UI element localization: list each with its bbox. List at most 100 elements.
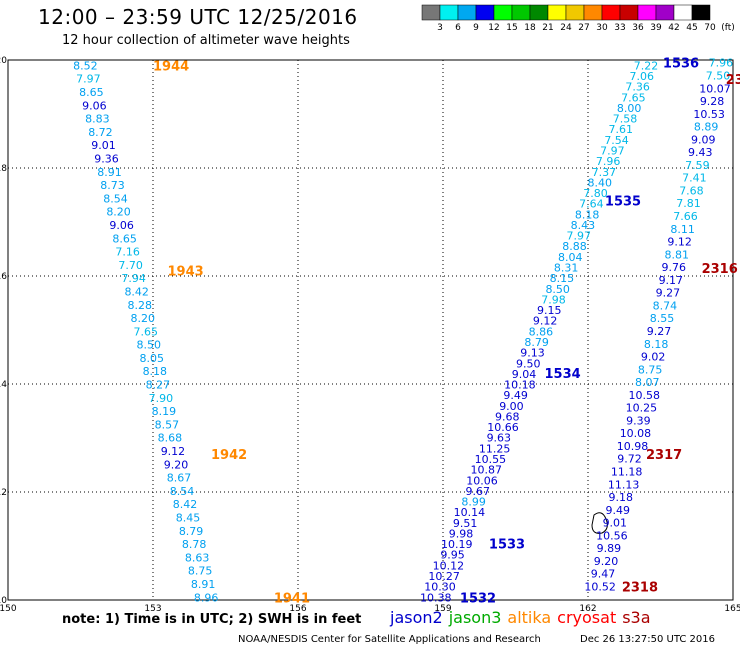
swh-value-label: 9.13	[520, 347, 545, 360]
swh-value-label: 8.57	[155, 418, 180, 431]
satellite-legend: jason2 jason3 altika cryosat s3a	[390, 608, 657, 627]
swh-value-label: 8.07	[635, 376, 660, 389]
colorbar-swatch	[637, 4, 657, 21]
swh-value-label: 10.27	[428, 570, 460, 583]
swh-value-label: 8.19	[152, 405, 177, 418]
swh-value-label: 10.53	[693, 108, 725, 121]
swh-value-label: 7.96	[709, 57, 734, 70]
swh-value-label: 11.13	[608, 478, 640, 491]
colorbar-label: 12	[488, 23, 499, 33]
y-tick-label: 10	[0, 596, 7, 606]
swh-value-label: 7.16	[115, 246, 140, 259]
pass-time-label: 1943	[168, 265, 204, 280]
swh-value-label: 7.22	[634, 59, 659, 72]
swh-value-label: 8.20	[130, 312, 155, 325]
colorbar-swatch	[691, 4, 711, 21]
colorbar-swatch	[601, 4, 621, 21]
swh-value-label: 8.96	[194, 591, 219, 604]
colorbar-swatch	[475, 4, 495, 21]
swh-value-label: 9.20	[594, 555, 619, 568]
pass-time-label: 2318	[622, 581, 658, 596]
colorbar-label: 24	[560, 23, 572, 33]
y-tick-label: 18	[0, 164, 7, 174]
chart-title: 12:00 – 23:59 UTC 12/25/2016	[38, 5, 358, 29]
swh-value-label: 9.89	[597, 542, 622, 555]
x-tick-label: 162	[579, 604, 596, 614]
colorbar-swatch	[619, 4, 639, 21]
swh-value-label: 8.68	[158, 432, 183, 445]
swh-value-label: 8.86	[529, 325, 554, 338]
swh-value-label: 7.96	[596, 155, 621, 168]
swh-value-label: 8.42	[173, 498, 198, 511]
swh-value-label: 9.01	[91, 139, 116, 152]
swh-value-label: 7.97	[600, 145, 625, 158]
swh-value-label: 9.63	[487, 432, 512, 445]
swh-value-label: 9.01	[603, 517, 628, 530]
swh-value-label: 7.81	[676, 197, 701, 210]
legend-altika: altika	[507, 608, 552, 627]
colorbar-swatch	[583, 4, 603, 21]
swh-value-label: 10.52	[584, 581, 616, 594]
y-tick-label: 12	[0, 488, 7, 498]
swh-value-label: 7.36	[625, 81, 650, 94]
swh-value-label: 8.50	[137, 339, 162, 352]
swh-value-label: 9.27	[656, 287, 681, 300]
swh-value-label: 8.78	[182, 538, 207, 551]
swh-value-label: 9.00	[499, 400, 524, 413]
pass-time-label: 1536	[663, 57, 699, 72]
swh-value-label: 8.27	[146, 379, 171, 392]
swh-value-label: 7.50	[706, 69, 731, 82]
colorbar-label: 39	[650, 23, 662, 33]
swh-value-label: 8.43	[571, 219, 596, 232]
colorbar-swatch	[457, 4, 477, 21]
swh-value-label: 10.38	[420, 591, 452, 604]
swh-value-label: 8.75	[188, 565, 213, 578]
pass-time-label: 1532	[460, 591, 496, 606]
colorbar-label: (ft)	[721, 23, 735, 33]
footer-timestamp: Dec 26 13:27:50 UTC 2016	[580, 634, 715, 645]
swh-value-label: 9.50	[516, 357, 541, 370]
swh-value-label: 10.56	[596, 529, 628, 542]
swh-value-label: 8.91	[191, 578, 216, 591]
swh-value-label: 8.11	[670, 223, 695, 236]
swh-value-label: 8.74	[653, 299, 678, 312]
colorbar-label: 21	[542, 23, 553, 33]
swh-value-label: 10.58	[629, 389, 661, 402]
colorbar-label: 33	[614, 23, 625, 33]
swh-value-label: 9.12	[533, 315, 558, 328]
swh-value-label: 10.66	[487, 421, 519, 434]
swh-value-label: 7.97	[76, 73, 101, 86]
swh-value-label: 10.55	[475, 453, 507, 466]
swh-value-label: 10.06	[466, 474, 498, 487]
swh-value-label: 10.14	[454, 506, 486, 519]
colorbar-swatch	[511, 4, 531, 21]
colorbar-label: 3	[437, 23, 443, 33]
swh-value-label: 8.18	[575, 208, 600, 221]
swh-value-label: 8.72	[88, 126, 113, 139]
swh-value-label: 7.64	[579, 198, 604, 211]
x-tick-label: 150	[0, 604, 17, 614]
colorbar-label: 45	[686, 23, 697, 33]
colorbar-swatch	[565, 4, 585, 21]
swh-value-label: 9.43	[688, 146, 713, 159]
colorbar-label: 18	[524, 23, 536, 33]
swh-value-label: 11.18	[611, 466, 643, 479]
swh-value-label: 9.51	[453, 517, 478, 530]
pass-time-label: 2316	[702, 262, 738, 277]
coastline-shape	[591, 512, 608, 534]
swh-value-label: 9.68	[495, 410, 520, 423]
legend-cryosat: cryosat	[557, 608, 617, 627]
pass-time-label: 2317	[646, 448, 682, 463]
colorbar-swatch	[673, 4, 693, 21]
swh-value-label: 10.87	[470, 464, 502, 477]
swh-value-label: 9.67	[466, 485, 491, 498]
legend-jason2: jason2	[390, 608, 443, 627]
swh-value-label: 8.28	[127, 299, 152, 312]
swh-value-label: 8.99	[461, 496, 486, 509]
swh-value-label: 10.08	[620, 427, 652, 440]
colorbar-label: 15	[506, 23, 517, 33]
colorbar-label: 9	[473, 23, 479, 33]
swh-value-label: 7.61	[609, 123, 634, 136]
swh-value-label: 8.40	[587, 176, 612, 189]
swh-value-label: 9.98	[449, 527, 474, 540]
